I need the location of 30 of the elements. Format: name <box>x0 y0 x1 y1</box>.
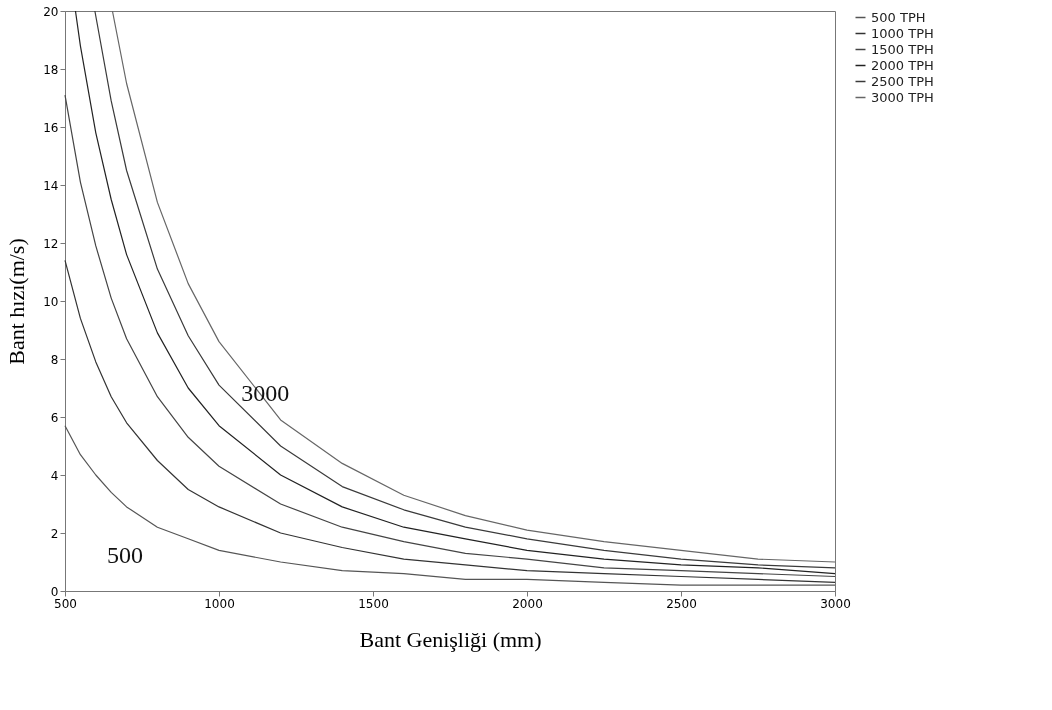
line-series <box>64 94 836 578</box>
legend-label: 500 TPH <box>871 9 926 25</box>
y-tick-label: 0 <box>50 584 59 599</box>
x-tick-label: 3000 <box>820 596 851 611</box>
legend-label: 1500 TPH <box>871 41 934 57</box>
legend-label: 2000 TPH <box>871 57 934 73</box>
y-tick-label: 14 <box>43 178 59 193</box>
x-tick-label: 2000 <box>512 596 543 611</box>
legend-label: 2500 TPH <box>871 73 934 89</box>
line-series <box>64 259 836 583</box>
x-tick-label: 2500 <box>666 596 697 611</box>
annotation: 3000 <box>241 379 290 406</box>
y-tick-label: 18 <box>43 62 59 77</box>
y-tick-label: 4 <box>50 468 59 483</box>
x-tick-label: 500 <box>54 596 77 611</box>
x-tick-label: 1000 <box>204 596 235 611</box>
y-tick-label: 12 <box>43 236 59 251</box>
y-axis-title: Bant hızı(m/s) <box>4 238 30 365</box>
y-tick-label: 6 <box>50 410 59 425</box>
x-tick-label: 1500 <box>358 596 389 611</box>
y-tick-label: 2 <box>50 526 59 541</box>
y-tick-label: 16 <box>43 120 59 135</box>
y-tick-label: 20 <box>43 4 59 19</box>
y-tick-label: 10 <box>43 294 59 309</box>
y-tick-label: 8 <box>50 352 59 367</box>
legend-label: 3000 TPH <box>871 89 934 105</box>
line-series <box>64 425 836 586</box>
annotation: 500 <box>107 542 143 568</box>
legend-label: 1000 TPH <box>871 25 934 41</box>
x-axis-title: Bant Genişliği (mm) <box>359 626 542 652</box>
